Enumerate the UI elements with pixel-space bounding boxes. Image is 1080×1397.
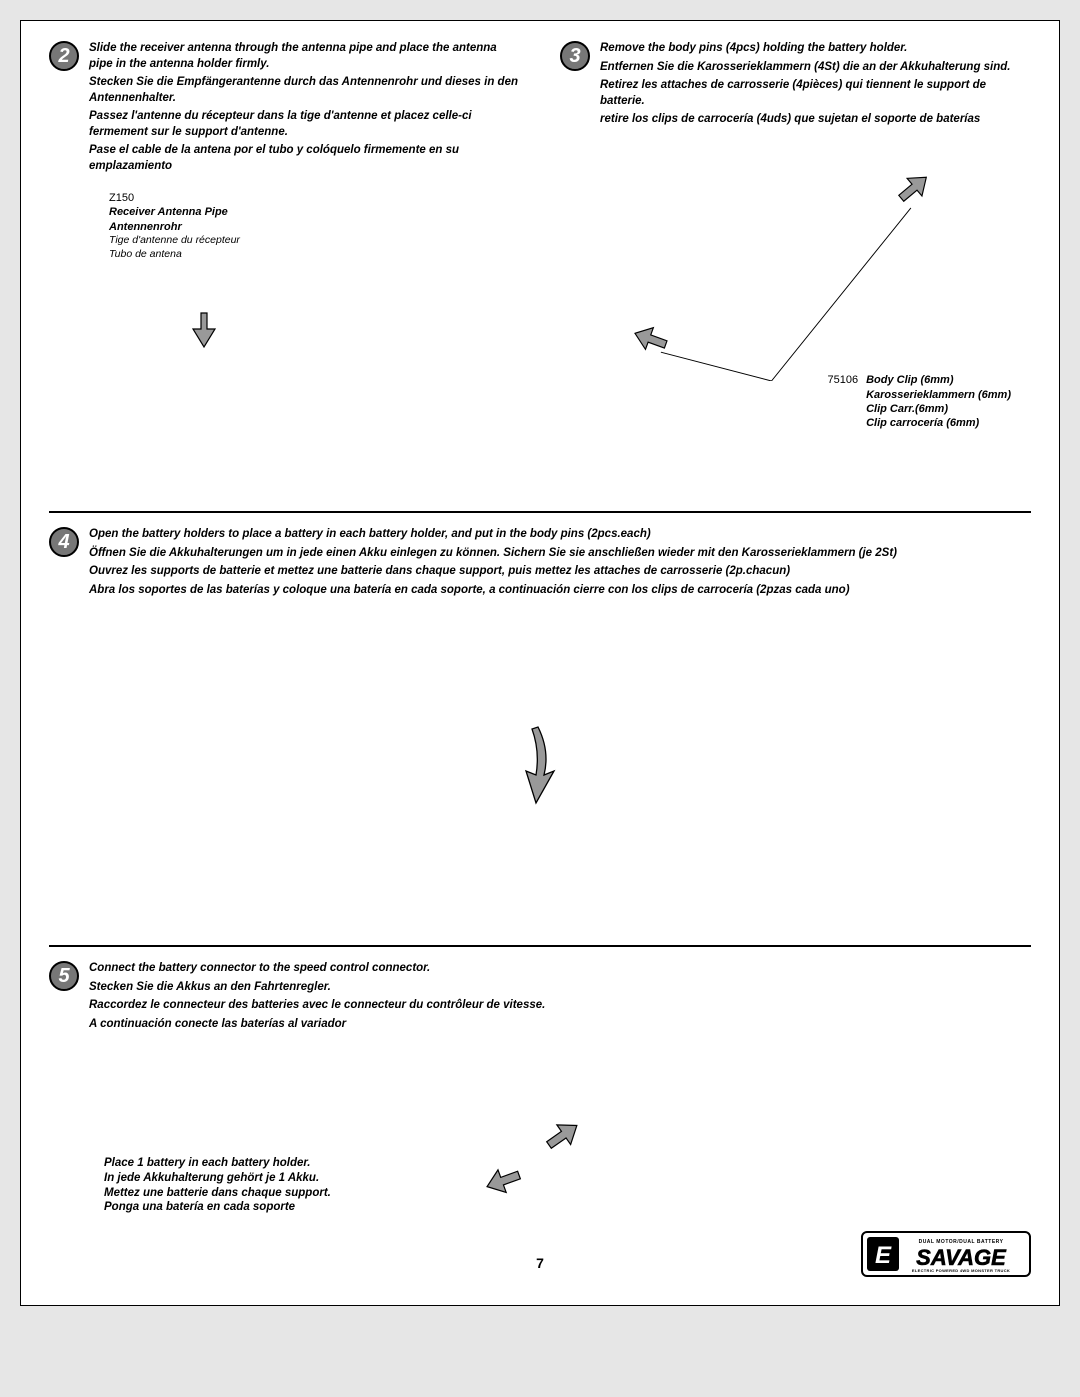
page-number: 7 [536, 1255, 544, 1271]
curved-arrow-icon [510, 721, 570, 811]
row-steps-2-3: 2 Slide the receiver antenna through the… [49, 41, 1031, 461]
part-z150-code: Z150 [109, 191, 520, 205]
step-2: 2 Slide the receiver antenna through the… [49, 41, 520, 177]
step-2-text: Slide the receiver antenna through the a… [89, 41, 520, 177]
part-z150-en: Receiver Antenna Pipe [109, 205, 520, 219]
arrow-down-icon [189, 311, 219, 351]
step-3-diagram: 75106 Body Clip (6mm) Karosserieklammern… [560, 131, 1031, 381]
divider-1 [49, 511, 1031, 513]
step-4-badge: 4 [49, 527, 79, 557]
step-4-text: Open the battery holders to place a batt… [89, 527, 897, 601]
part-75106-es: Clip carrocería (6mm) [866, 416, 1011, 430]
manual-page: 2 Slide the receiver antenna through the… [20, 20, 1060, 1306]
step-3-column: 3 Remove the body pins (4pcs) holding th… [560, 41, 1031, 461]
battery-note: Place 1 battery in each battery holder. … [104, 1156, 331, 1216]
esavage-logo: E DUAL MOTOR/DUAL BATTERY SAVAGE ELECTRI… [861, 1231, 1031, 1277]
step-5: 5 Connect the battery connector to the s… [49, 961, 1031, 1035]
battery-note-es: Ponga una batería en cada soporte [104, 1200, 331, 1215]
part-z150-fr: Tige d'antenne du récepteur [109, 234, 520, 248]
logo-main: SAVAGE [916, 1245, 1007, 1270]
step-4-en: Open the battery holders to place a batt… [89, 527, 897, 543]
part-z150-es: Tubo de antena [109, 248, 520, 262]
step-3-es: retire los clips de carrocería (4uds) qu… [600, 112, 1031, 128]
battery-note-en: Place 1 battery in each battery holder. [104, 1156, 331, 1171]
part-75106: 75106 Body Clip (6mm) Karosserieklammern… [828, 373, 1012, 430]
step-3-en: Remove the body pins (4pcs) holding the … [600, 41, 1031, 57]
part-75106-de: Karosserieklammern (6mm) [866, 388, 1011, 402]
step-3-fr: Retirez les attaches de carrosserie (4pi… [600, 78, 1031, 109]
battery-note-de: In jede Akkuhalterung gehört je 1 Akku. [104, 1171, 331, 1186]
part-75106-fr: Clip Carr.(6mm) [866, 402, 1011, 416]
part-z150-de: Antennenrohr [109, 220, 520, 234]
step-2-es: Pase el cable de la antena por el tubo y… [89, 143, 520, 174]
step-3-de: Entfernen Sie die Karosserieklammern (4S… [600, 60, 1031, 76]
part-75106-code: 75106 [828, 373, 859, 387]
step-5-fr: Raccordez le connecteur des batteries av… [89, 998, 545, 1014]
step-2-de: Stecken Sie die Empfängerantenne durch d… [89, 75, 520, 106]
step-2-diagram [49, 261, 520, 461]
step-5-es: A continuación conecte las baterías al v… [89, 1017, 545, 1033]
part-75106-en: Body Clip (6mm) [866, 373, 1011, 387]
step-3-svg [560, 131, 1031, 381]
step-5-text: Connect the battery connector to the spe… [89, 961, 545, 1035]
step-4-fr: Ouvrez les supports de batterie et mette… [89, 564, 897, 580]
step-2-badge: 2 [49, 41, 79, 71]
step-2-fr: Passez l'antenne du récepteur dans la ti… [89, 109, 520, 140]
step-4-de: Öffnen Sie die Akkuhalterungen um in jed… [89, 546, 897, 562]
step-2-en: Slide the receiver antenna through the a… [89, 41, 520, 72]
battery-note-fr: Mettez une batterie dans chaque support. [104, 1186, 331, 1201]
step-3-text: Remove the body pins (4pcs) holding the … [600, 41, 1031, 131]
step-3-badge: 3 [560, 41, 590, 71]
page-footer: 7 E DUAL MOTOR/DUAL BATTERY SAVAGE ELECT… [49, 1255, 1031, 1271]
logo-bottom: ELECTRIC POWERED 4WD MONSTER TRUCK [912, 1268, 1010, 1273]
step-5-en: Connect the battery connector to the spe… [89, 961, 545, 977]
logo-prefix: E [875, 1242, 892, 1269]
step-2-column: 2 Slide the receiver antenna through the… [49, 41, 520, 461]
step-4-diagram [49, 601, 1031, 931]
step-5-de: Stecken Sie die Akkus an den Fahrtenregl… [89, 980, 545, 996]
step-5-diagram: Place 1 battery in each battery holder. … [49, 1035, 1031, 1215]
divider-2 [49, 945, 1031, 947]
step-3: 3 Remove the body pins (4pcs) holding th… [560, 41, 1031, 131]
step-4: 4 Open the battery holders to place a ba… [49, 527, 1031, 601]
part-z150: Z150 Receiver Antenna Pipe Antennenrohr … [109, 191, 520, 261]
step-4-es: Abra los soportes de las baterías y colo… [89, 583, 897, 599]
step-5-badge: 5 [49, 961, 79, 991]
